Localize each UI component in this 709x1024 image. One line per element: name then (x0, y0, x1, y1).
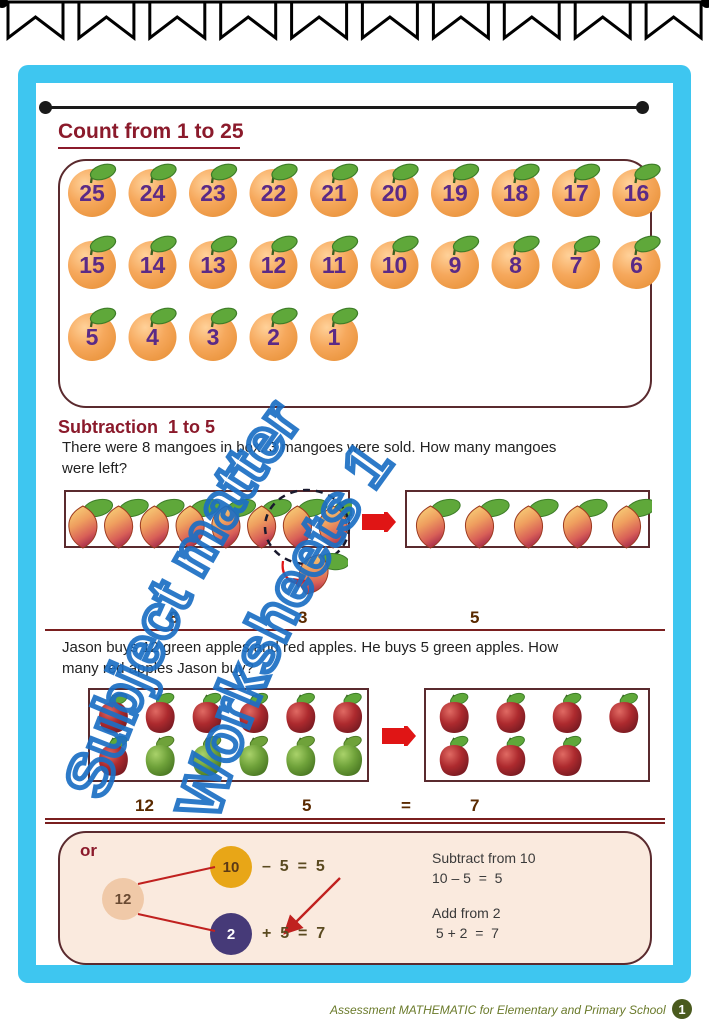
svg-text:25: 25 (79, 180, 105, 206)
svg-text:17: 17 (563, 180, 589, 206)
svg-text:23: 23 (200, 180, 226, 206)
svg-text:7: 7 (570, 252, 583, 278)
svg-text:22: 22 (261, 180, 287, 206)
svg-text:24: 24 (140, 180, 166, 206)
svg-text:13: 13 (200, 252, 226, 278)
svg-text:8: 8 (509, 252, 522, 278)
svg-text:4: 4 (146, 324, 159, 350)
svg-text:19: 19 (442, 180, 468, 206)
svg-text:11: 11 (322, 252, 347, 278)
svg-text:9: 9 (449, 252, 462, 278)
svg-text:3: 3 (207, 324, 220, 350)
svg-text:18: 18 (503, 180, 529, 206)
svg-text:20: 20 (382, 180, 408, 206)
svg-text:6: 6 (630, 252, 643, 278)
svg-text:5: 5 (86, 324, 99, 350)
svg-text:12: 12 (261, 252, 287, 278)
svg-text:15: 15 (79, 252, 105, 278)
svg-text:10: 10 (382, 252, 408, 278)
svg-text:1: 1 (328, 324, 341, 350)
svg-text:16: 16 (624, 180, 650, 206)
svg-text:14: 14 (140, 252, 166, 278)
svg-text:21: 21 (321, 180, 347, 206)
svg-text:2: 2 (267, 324, 280, 350)
